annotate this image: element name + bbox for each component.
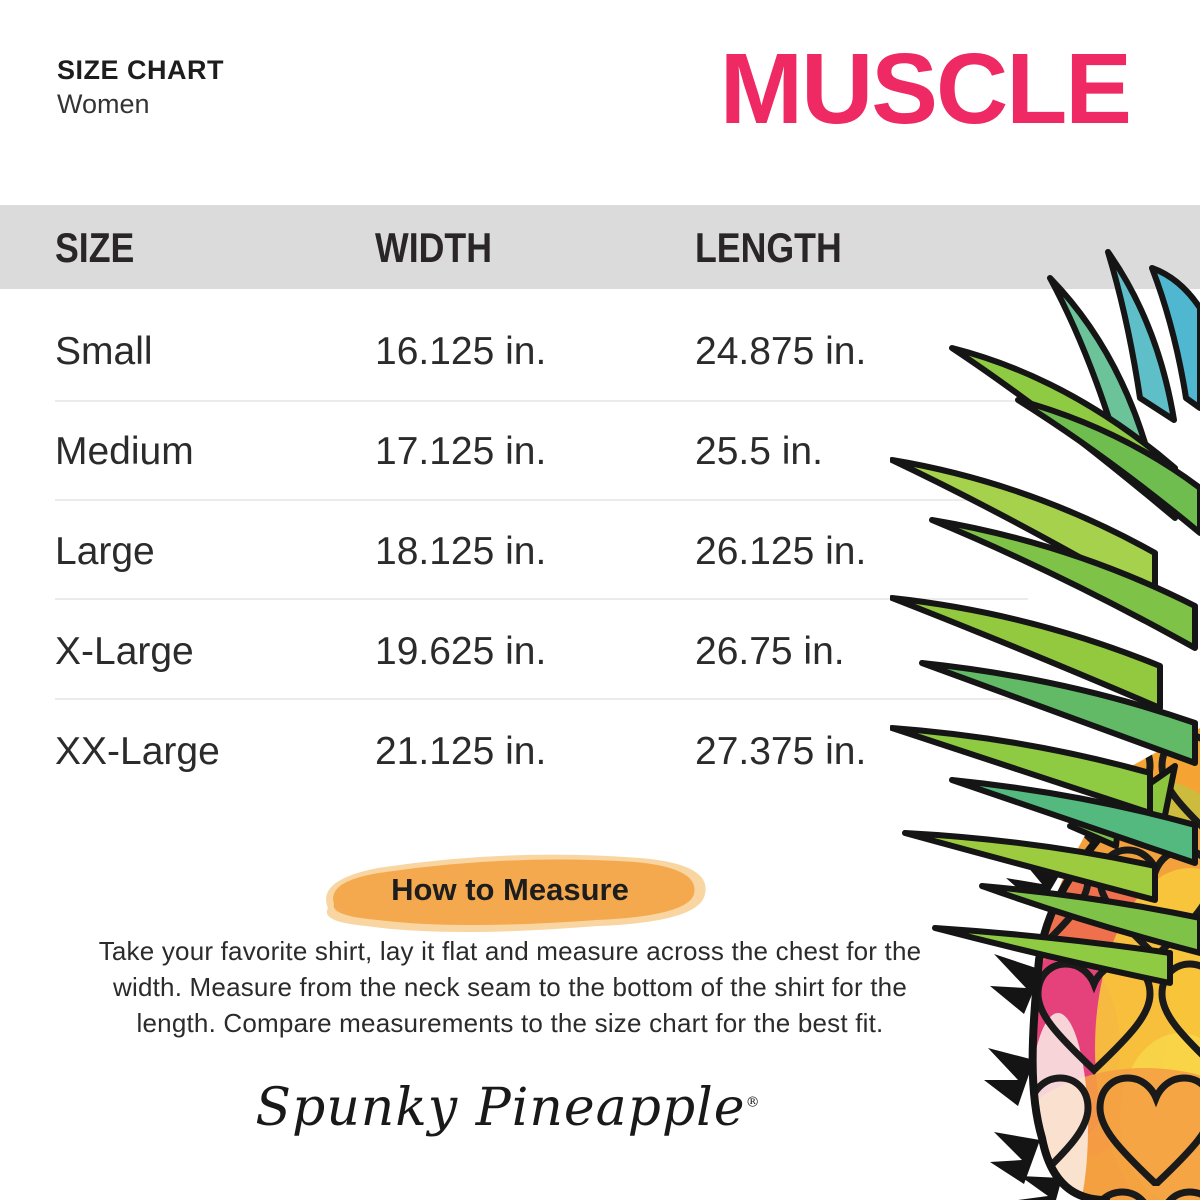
length-cell: 27.375 in.: [695, 730, 867, 773]
page-title: SIZE CHART: [57, 55, 224, 85]
size-cell: XX-Large: [55, 730, 220, 773]
table-row: Medium 17.125 in. 25.5 in.: [0, 402, 1200, 502]
width-cell: 18.125 in.: [375, 530, 547, 573]
length-cell: 26.125 in.: [695, 530, 867, 573]
instructions-line: length. Compare measurements to the size…: [136, 1008, 884, 1038]
row-divider: [55, 499, 1028, 501]
how-to-measure-section: How to Measure: [298, 850, 722, 934]
row-divider: [55, 698, 1028, 700]
size-cell: X-Large: [55, 630, 194, 673]
orange-brushstroke-icon: [326, 854, 706, 932]
size-table-body: Small 16.125 in. 24.875 in. Medium 17.12…: [0, 302, 1200, 802]
size-cell: Large: [55, 530, 155, 573]
brand-logo: Spunky Pineapple®: [208, 1078, 808, 1138]
how-to-measure-title: How to Measure: [391, 872, 629, 907]
width-cell: 21.125 in.: [375, 730, 547, 773]
row-divider: [55, 598, 1028, 600]
row-divider: [55, 400, 1028, 402]
column-header-size: SIZE: [55, 224, 135, 271]
chart-heading: SIZE CHART Women: [57, 55, 224, 120]
registered-mark: ®: [745, 1094, 761, 1111]
width-cell: 17.125 in.: [375, 430, 547, 473]
page-subtitle: Women: [57, 89, 150, 119]
length-cell: 24.875 in.: [695, 330, 867, 373]
brand-logo-text: Spunky Pineapple: [255, 1078, 746, 1138]
table-row: Small 16.125 in. 24.875 in.: [0, 302, 1200, 402]
instructions-line: width. Measure from the neck seam to the…: [113, 972, 907, 1002]
table-header-row: SIZE WIDTH LENGTH: [0, 205, 1200, 289]
size-cell: Medium: [55, 430, 194, 473]
pineapple-illustration-icon: [890, 249, 1200, 1200]
product-name: MUSCLE: [719, 33, 1132, 145]
length-cell: 26.75 in.: [695, 630, 845, 673]
table-row: X-Large 19.625 in. 26.75 in.: [0, 602, 1200, 702]
width-cell: 19.625 in.: [375, 630, 547, 673]
instructions-line: Take your favorite shirt, lay it flat an…: [98, 936, 922, 966]
length-cell: 25.5 in.: [695, 430, 823, 473]
width-cell: 16.125 in.: [375, 330, 547, 373]
measuring-instructions: Take your favorite shirt, lay it flat an…: [40, 933, 980, 1041]
table-row: Large 18.125 in. 26.125 in.: [0, 502, 1200, 602]
column-header-width: WIDTH: [375, 224, 492, 271]
size-cell: Small: [55, 330, 153, 373]
column-header-length: LENGTH: [695, 224, 842, 271]
table-row: XX-Large 21.125 in. 27.375 in.: [0, 702, 1200, 802]
